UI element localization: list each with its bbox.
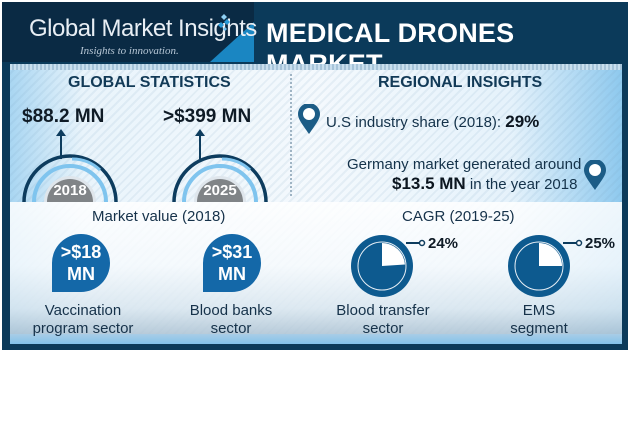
gauge-arc-icon — [172, 154, 268, 202]
germany-text-line2: $13.5 MN in the year 2018 — [392, 174, 577, 194]
global-statistics-heading: GLOBAL STATISTICS — [68, 74, 231, 91]
bubble-value: >$31 — [211, 242, 253, 262]
year-badge-2018: 2018 — [53, 182, 87, 199]
market-value-heading: Market value (2018) — [92, 208, 226, 225]
pie-slice-highlight — [539, 243, 562, 266]
logo-tagline: Insights to innovation. — [80, 45, 179, 57]
us-share-label: U.S industry share (2018): — [326, 114, 506, 131]
germany-value: $13.5 MN — [392, 174, 466, 193]
bubble-value: >$18 — [60, 242, 102, 262]
pie-inner-outline — [514, 241, 564, 291]
us-share-value: 29% — [505, 112, 540, 131]
segment-label-blood-banks: Blood banks sector — [166, 302, 296, 338]
label-line: sector — [362, 320, 404, 337]
value-bubble-blood-banks: >$31 MN — [203, 234, 261, 292]
segment-label-ems: EMS segment — [474, 302, 604, 338]
bottom-edge — [10, 334, 622, 344]
arrow-up-icon — [56, 129, 66, 159]
stat-value-2018: $88.2 MN — [22, 106, 105, 127]
year-badge-2025: 2025 — [203, 182, 237, 199]
bubble-unit: MN — [218, 264, 246, 284]
content-panel: GLOBAL STATISTICS $88.2 MN 2018 >$399 MN… — [10, 64, 622, 344]
stat-value-2025: >$399 MN — [163, 106, 252, 127]
label-line: Blood banks — [189, 302, 273, 319]
label-line: program sector — [32, 320, 134, 337]
cagr-pie-blood-transfer — [351, 235, 413, 297]
label-line: Vaccination — [44, 302, 122, 319]
infographic-frame: Global Market Insights Insights to innov… — [2, 2, 628, 350]
map-pin-icon — [298, 104, 320, 134]
title-panel — [254, 2, 628, 62]
label-line: Blood transfer — [336, 302, 430, 319]
top-stripe — [10, 64, 622, 70]
germany-suffix: in the year 2018 — [465, 176, 578, 193]
label-line: sector — [210, 320, 252, 337]
logo-name: Global Market Insights — [29, 15, 257, 42]
gauge-arc-icon — [22, 154, 118, 202]
section-divider — [290, 74, 292, 196]
segment-label-blood-transfer: Blood transfer sector — [318, 302, 448, 338]
map-pin-icon — [584, 160, 606, 190]
connector-line-icon — [406, 239, 426, 247]
value-bubble-vaccination: >$18 MN — [52, 234, 110, 292]
logo-diamond-icon — [218, 14, 230, 31]
regional-insights-heading: REGIONAL INSIGHTS — [378, 74, 543, 91]
cagr-percent-blood-transfer: 24% — [428, 235, 459, 252]
header-accent-wedge — [210, 22, 254, 62]
arrow-up-icon — [195, 129, 205, 159]
pie-slice-highlight — [382, 243, 405, 266]
label-line: EMS — [522, 302, 556, 319]
us-share-text: U.S industry share (2018): 29% — [326, 112, 539, 132]
cagr-percent-ems: 25% — [585, 235, 616, 252]
germany-text-line1: Germany market generated around — [347, 156, 582, 173]
segment-label-vaccination: Vaccination program sector — [18, 302, 148, 338]
pie-inner-outline — [357, 241, 407, 291]
cagr-pie-ems — [508, 235, 570, 297]
cagr-heading: CAGR (2019-25) — [402, 208, 515, 225]
connector-line-icon — [563, 239, 583, 247]
bubble-unit: MN — [67, 264, 95, 284]
label-line: segment — [510, 320, 568, 337]
